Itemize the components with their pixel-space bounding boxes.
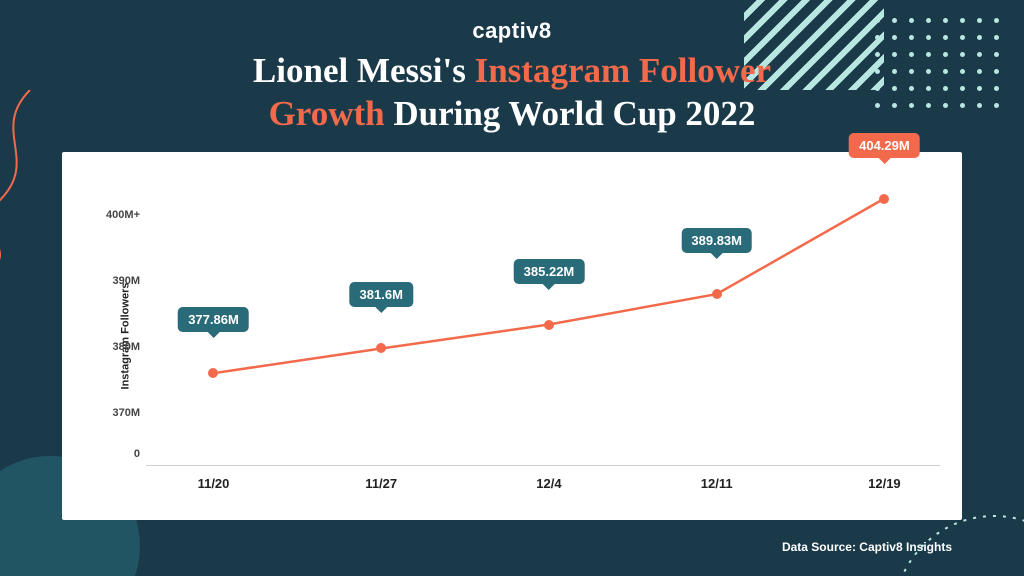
series-marker <box>544 320 554 330</box>
x-tick-label: 11/27 <box>365 476 397 491</box>
plot-area: 11/2011/2712/412/1112/19 0370M380M390M40… <box>146 174 940 466</box>
title-suffix: During World Cup 2022 <box>385 94 756 133</box>
title-prefix: Lionel Messi's <box>253 51 475 90</box>
chart-panel: Instagram Followers 11/2011/2712/412/111… <box>62 152 962 520</box>
y-tick-label: 390M <box>98 275 140 287</box>
value-bubble: 385.22M <box>514 259 585 284</box>
x-tick-label: 12/19 <box>868 476 901 491</box>
y-tick-label: 380M <box>98 341 140 353</box>
x-tick-label: 11/20 <box>198 476 230 491</box>
series-marker <box>712 289 722 299</box>
x-axis-ticks: 11/20 11/27 12/4 12/11 12/19 <box>146 476 940 496</box>
value-bubble: 404.29M <box>849 133 920 158</box>
value-bubble: 377.86M <box>178 307 249 332</box>
y-tick-label: 0 <box>98 448 140 460</box>
y-tick-label: 370M <box>98 407 140 419</box>
series-marker <box>376 343 386 353</box>
series-marker <box>879 194 889 204</box>
y-tick-label: 400M+ <box>98 209 140 221</box>
brand-logo: captiv8 <box>472 18 551 44</box>
x-tick-label: 12/4 <box>536 476 561 491</box>
page-title: Lionel Messi's Instagram FollowerGrowth … <box>102 50 922 135</box>
line-series <box>146 174 940 466</box>
x-tick-label: 12/11 <box>701 476 733 491</box>
value-bubble: 381.6M <box>350 282 413 307</box>
value-bubble: 389.83M <box>681 228 752 253</box>
y-axis-label: Instagram Followers <box>119 283 131 390</box>
series-marker <box>208 368 218 378</box>
data-source-label: Data Source: Captiv8 Insights <box>782 540 952 554</box>
